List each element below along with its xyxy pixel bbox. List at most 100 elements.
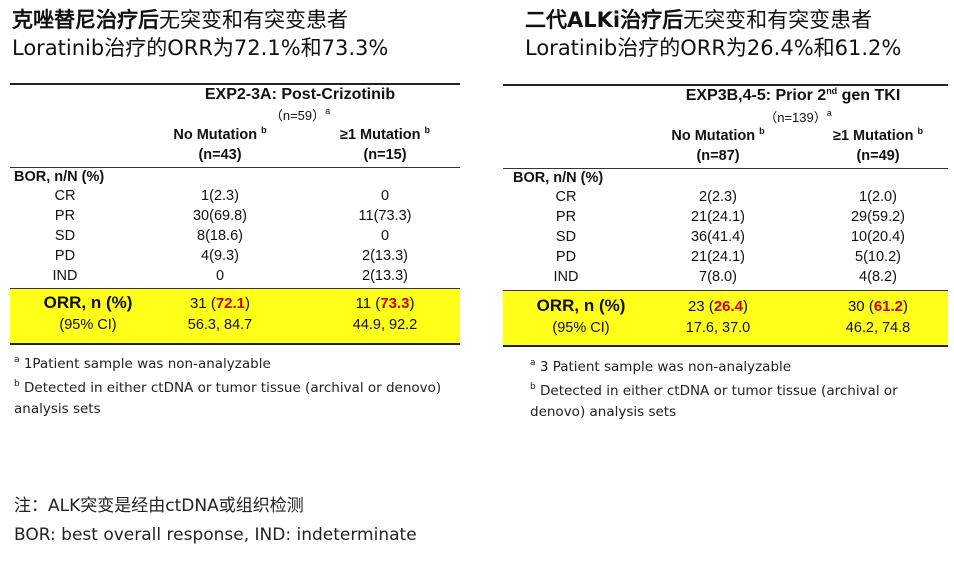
right-study-n-text: （n=139）: [764, 110, 827, 125]
left-heading-line1: 克唑替尼治疗后无突变和有突变患者: [12, 6, 388, 34]
left-footnote-a-sup: a: [14, 355, 20, 365]
right-footnotes: a 3 Patient sample was non-analyzable b …: [530, 357, 930, 423]
left-row-c1: 30(69.8): [192, 208, 247, 224]
right-heading: 二代ALKi治疗后无突变和有突变患者 Loratinib治疗的ORR为26.4%…: [525, 6, 901, 62]
left-row-label: CR: [54, 188, 76, 204]
right-footnote-b-sup: b: [530, 382, 536, 392]
right-col2-sup: b: [917, 126, 923, 136]
right-heading-bold: 二代ALKi治疗后: [525, 8, 684, 32]
right-heading-rest: 无突变和有突变患者: [683, 8, 873, 32]
right-body-rule: [503, 290, 948, 291]
right-col1-n: (n=87): [696, 148, 740, 164]
right-footnote-a-text: 3 Patient sample was non-analyzable: [539, 359, 792, 375]
left-row-c1: 0: [215, 268, 225, 284]
left-table-top-rule: [10, 83, 460, 85]
right-study-title: EXP3B,4-5: Prior 2nd gen TKI: [643, 87, 943, 105]
right-row-c1: 2(2.3): [699, 189, 737, 205]
right-col1-label: No Mutation: [671, 128, 756, 144]
right-footnote-a: a 3 Patient sample was non-analyzable: [530, 357, 930, 378]
right-orr-c1-pct: 26.4: [713, 298, 744, 315]
left-orr-c1: 31 (72.1): [189, 295, 251, 312]
left-table-panel: EXP2-3A: Post-Crizotinib （n=59）a No Muta…: [10, 83, 460, 345]
right-study-post: gen TKI: [837, 87, 901, 104]
right-row-c2: 4(8.2): [859, 269, 897, 285]
right-orr-c2: 30 (61.2): [847, 298, 909, 315]
left-col1-header: No Mutation b: [160, 126, 280, 144]
right-heading-line2: Loratinib治疗的ORR为26.4%和61.2%: [525, 36, 902, 60]
left-footnote-b: b Detected in either ctDNA or tumor tiss…: [14, 378, 454, 420]
left-study-n-sup: a: [325, 106, 331, 116]
left-orr-c2: 11 (73.3): [355, 295, 415, 312]
right-col2-header: ≥1 Mutation b: [813, 126, 943, 145]
right-ci-c1: 17.6, 37.0: [685, 320, 751, 336]
right-row-c2: 10(20.4): [850, 229, 905, 245]
left-row-c2: 2(13.3): [362, 268, 408, 284]
right-row-c2: 5(10.2): [855, 249, 901, 265]
left-bor-label: BOR, n/N (%): [14, 169, 105, 185]
left-orr-highlight: [10, 289, 460, 343]
right-row-c2: 29(59.2): [850, 209, 905, 225]
left-row-c2: 2(13.3): [362, 248, 408, 264]
left-table-bottom-rule: [10, 343, 460, 345]
right-footnote-b: b Detected in either ctDNA or tumor tiss…: [530, 381, 930, 423]
left-row-label: SD: [54, 228, 76, 244]
left-table: EXP2-3A: Post-Crizotinib （n=59）a No Muta…: [10, 83, 460, 345]
left-footnote-b-text: Detected in either ctDNA or tumor tissue…: [14, 380, 442, 417]
right-study-sup: nd: [826, 86, 838, 96]
left-study-n: （n=59）a: [175, 105, 425, 124]
right-study-n: （n=139）a: [673, 107, 923, 126]
right-col2-n: (n=49): [856, 148, 900, 164]
right-orr-c1-n: 23: [687, 298, 705, 315]
right-footnote-a-sup: a: [530, 358, 536, 368]
left-footnote-a-text: 1Patient sample was non-analyzable: [23, 356, 271, 372]
left-orr-c1-n: 31: [189, 295, 207, 312]
left-row-c1: 1(2.3): [201, 188, 239, 204]
left-ci-c1: 56.3, 84.7: [187, 317, 253, 333]
left-row-c2: 0: [380, 228, 390, 244]
right-ci-c2: 46.2, 74.8: [845, 320, 911, 336]
right-row-c1: 21(24.1): [690, 209, 745, 225]
left-heading-rest: 无突变和有突变患者: [159, 8, 348, 32]
left-col2-n: (n=15): [363, 147, 407, 163]
left-col2-label: ≥1 Mutation: [340, 127, 421, 143]
left-row-c1: 4(9.3): [201, 248, 239, 264]
left-orr-label: ORR, n (%): [43, 293, 133, 312]
left-col2-sup: b: [424, 125, 430, 135]
right-bor-label: BOR, n/N (%): [513, 170, 604, 186]
left-footnote-a: a 1Patient sample was non-analyzable: [14, 354, 454, 375]
right-table-bottom-rule: [503, 345, 948, 347]
right-row-c2: 1(2.0): [859, 189, 897, 205]
left-row-label: IND: [52, 268, 78, 284]
left-heading-bold: 克唑替尼治疗后: [12, 8, 159, 32]
right-row-c1: 36(41.4): [690, 229, 745, 245]
right-study-pre: EXP3B,4-5: Prior 2: [685, 87, 827, 104]
left-header-rule: [10, 167, 460, 168]
right-study-n-sup: a: [826, 108, 832, 118]
right-col1-header: No Mutation b: [653, 127, 783, 145]
left-col1-n: (n=43): [198, 147, 242, 163]
right-ci-label: (95% CI): [552, 320, 610, 336]
right-row-label: PD: [555, 249, 577, 265]
left-col2-header: ≥1 Mutation b: [325, 125, 445, 144]
right-row-label: CR: [555, 189, 577, 205]
left-col1-label: No Mutation: [173, 127, 258, 143]
right-orr-highlight: [503, 291, 948, 345]
right-table-panel: EXP3B,4-5: Prior 2nd gen TKI （n=139）a No…: [503, 84, 948, 347]
left-footnotes: a 1Patient sample was non-analyzable b D…: [14, 354, 454, 420]
right-table-top-rule: [503, 84, 948, 86]
left-heading-line2: Loratinib治疗的ORR为72.1%和73.3%: [12, 36, 389, 60]
left-ci-c2: 44.9, 92.2: [352, 317, 418, 333]
left-orr-c2-n: 11: [355, 295, 372, 312]
right-orr-c2-n: 30: [847, 298, 865, 315]
left-row-label: PR: [54, 208, 76, 224]
right-row-label: IND: [553, 269, 579, 285]
left-heading: 克唑替尼治疗后无突变和有突变患者 Loratinib治疗的ORR为72.1%和7…: [12, 6, 388, 62]
left-body-rule: [10, 288, 460, 289]
right-orr-c2-pct: 61.2: [873, 298, 904, 315]
right-orr-label: ORR, n (%): [536, 296, 626, 315]
note-abbreviations: BOR: best overall response, IND: indeter…: [14, 525, 417, 545]
right-row-c1: 7(8.0): [699, 269, 737, 285]
left-row-c2: 11(73.3): [358, 208, 412, 224]
right-row-label: PR: [555, 209, 577, 225]
left-study-title: EXP2-3A: Post-Crizotinib: [204, 86, 396, 103]
